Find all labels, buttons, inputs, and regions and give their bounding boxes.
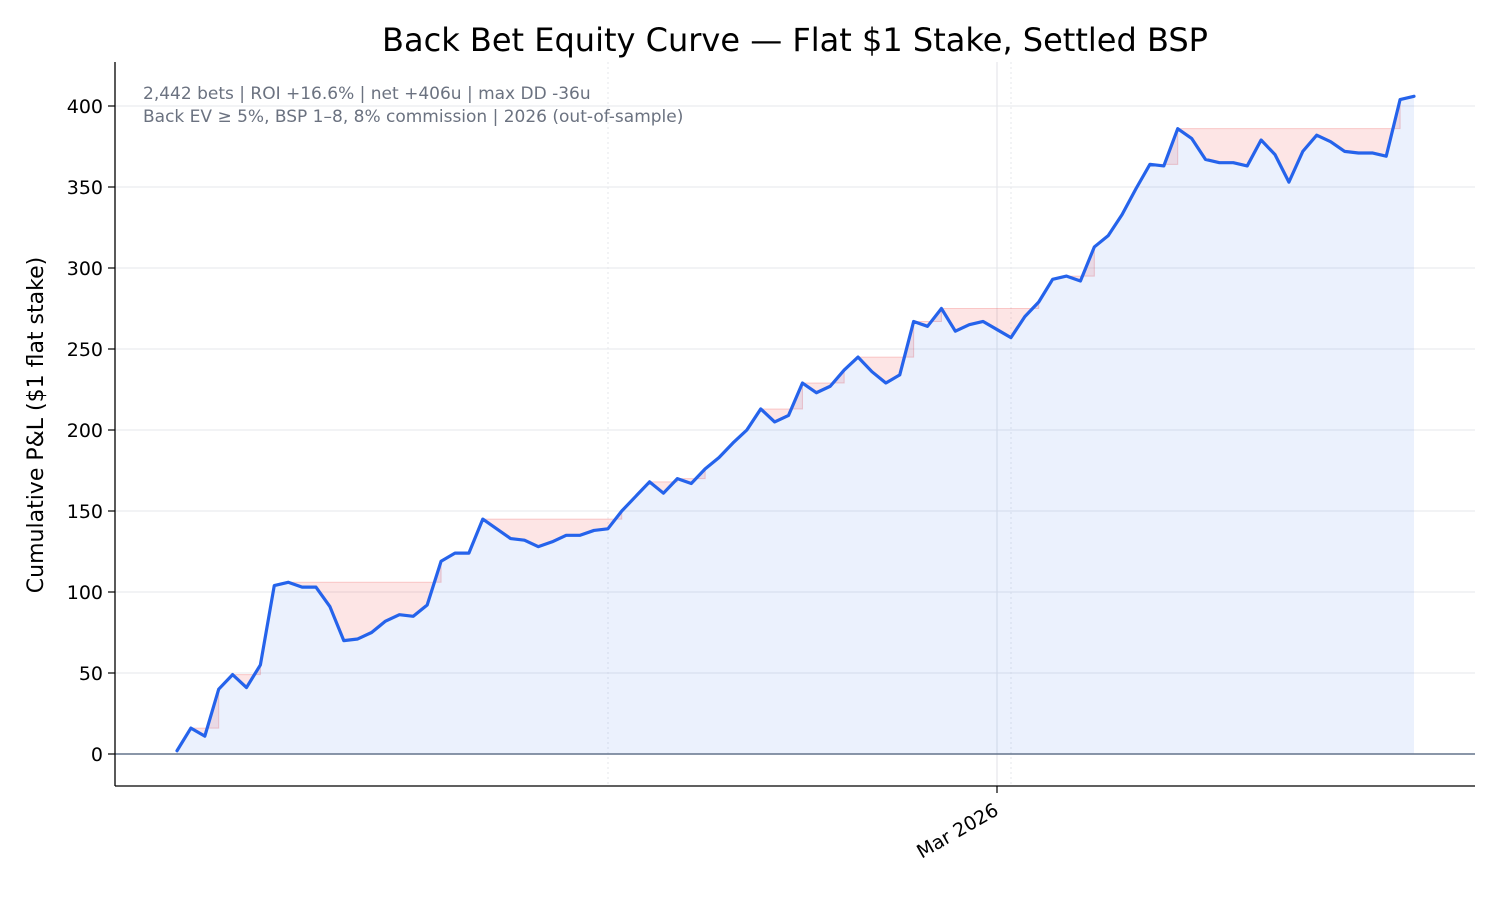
x-ticks: Mar 2026 xyxy=(913,786,1002,863)
grid xyxy=(115,105,1475,755)
equity-area-fill xyxy=(177,96,1414,754)
y-tick-label: 100 xyxy=(67,582,103,604)
stats-annotation-line-2: Back EV ≥ 5%, BSP 1–8, 8% commission | 2… xyxy=(143,107,683,127)
axes xyxy=(114,62,1475,787)
y-tick-label: 250 xyxy=(67,339,103,361)
y-tick-label: 300 xyxy=(67,258,103,280)
vertical-grid xyxy=(607,62,1012,786)
chart-title: Back Bet Equity Curve — Flat $1 Stake, S… xyxy=(382,21,1208,59)
y-tick-label: 350 xyxy=(67,177,103,199)
equity-line xyxy=(175,94,1416,753)
stats-annotation-line-1: 2,442 bets | ROI +16.6% | net +406u | ma… xyxy=(143,84,591,104)
x-tick-label: Mar 2026 xyxy=(913,799,1002,863)
y-tick-label: 50 xyxy=(79,663,103,685)
y-axis-label: Cumulative P&L ($1 flat stake) xyxy=(24,257,49,593)
y-tick-label: 200 xyxy=(67,420,103,442)
y-tick-label: 0 xyxy=(91,744,103,766)
y-tick-label: 150 xyxy=(67,501,103,523)
y-tick-label: 400 xyxy=(67,96,103,118)
y-ticks: 0 50 100 150 200 250 300 350 400 xyxy=(67,96,115,766)
